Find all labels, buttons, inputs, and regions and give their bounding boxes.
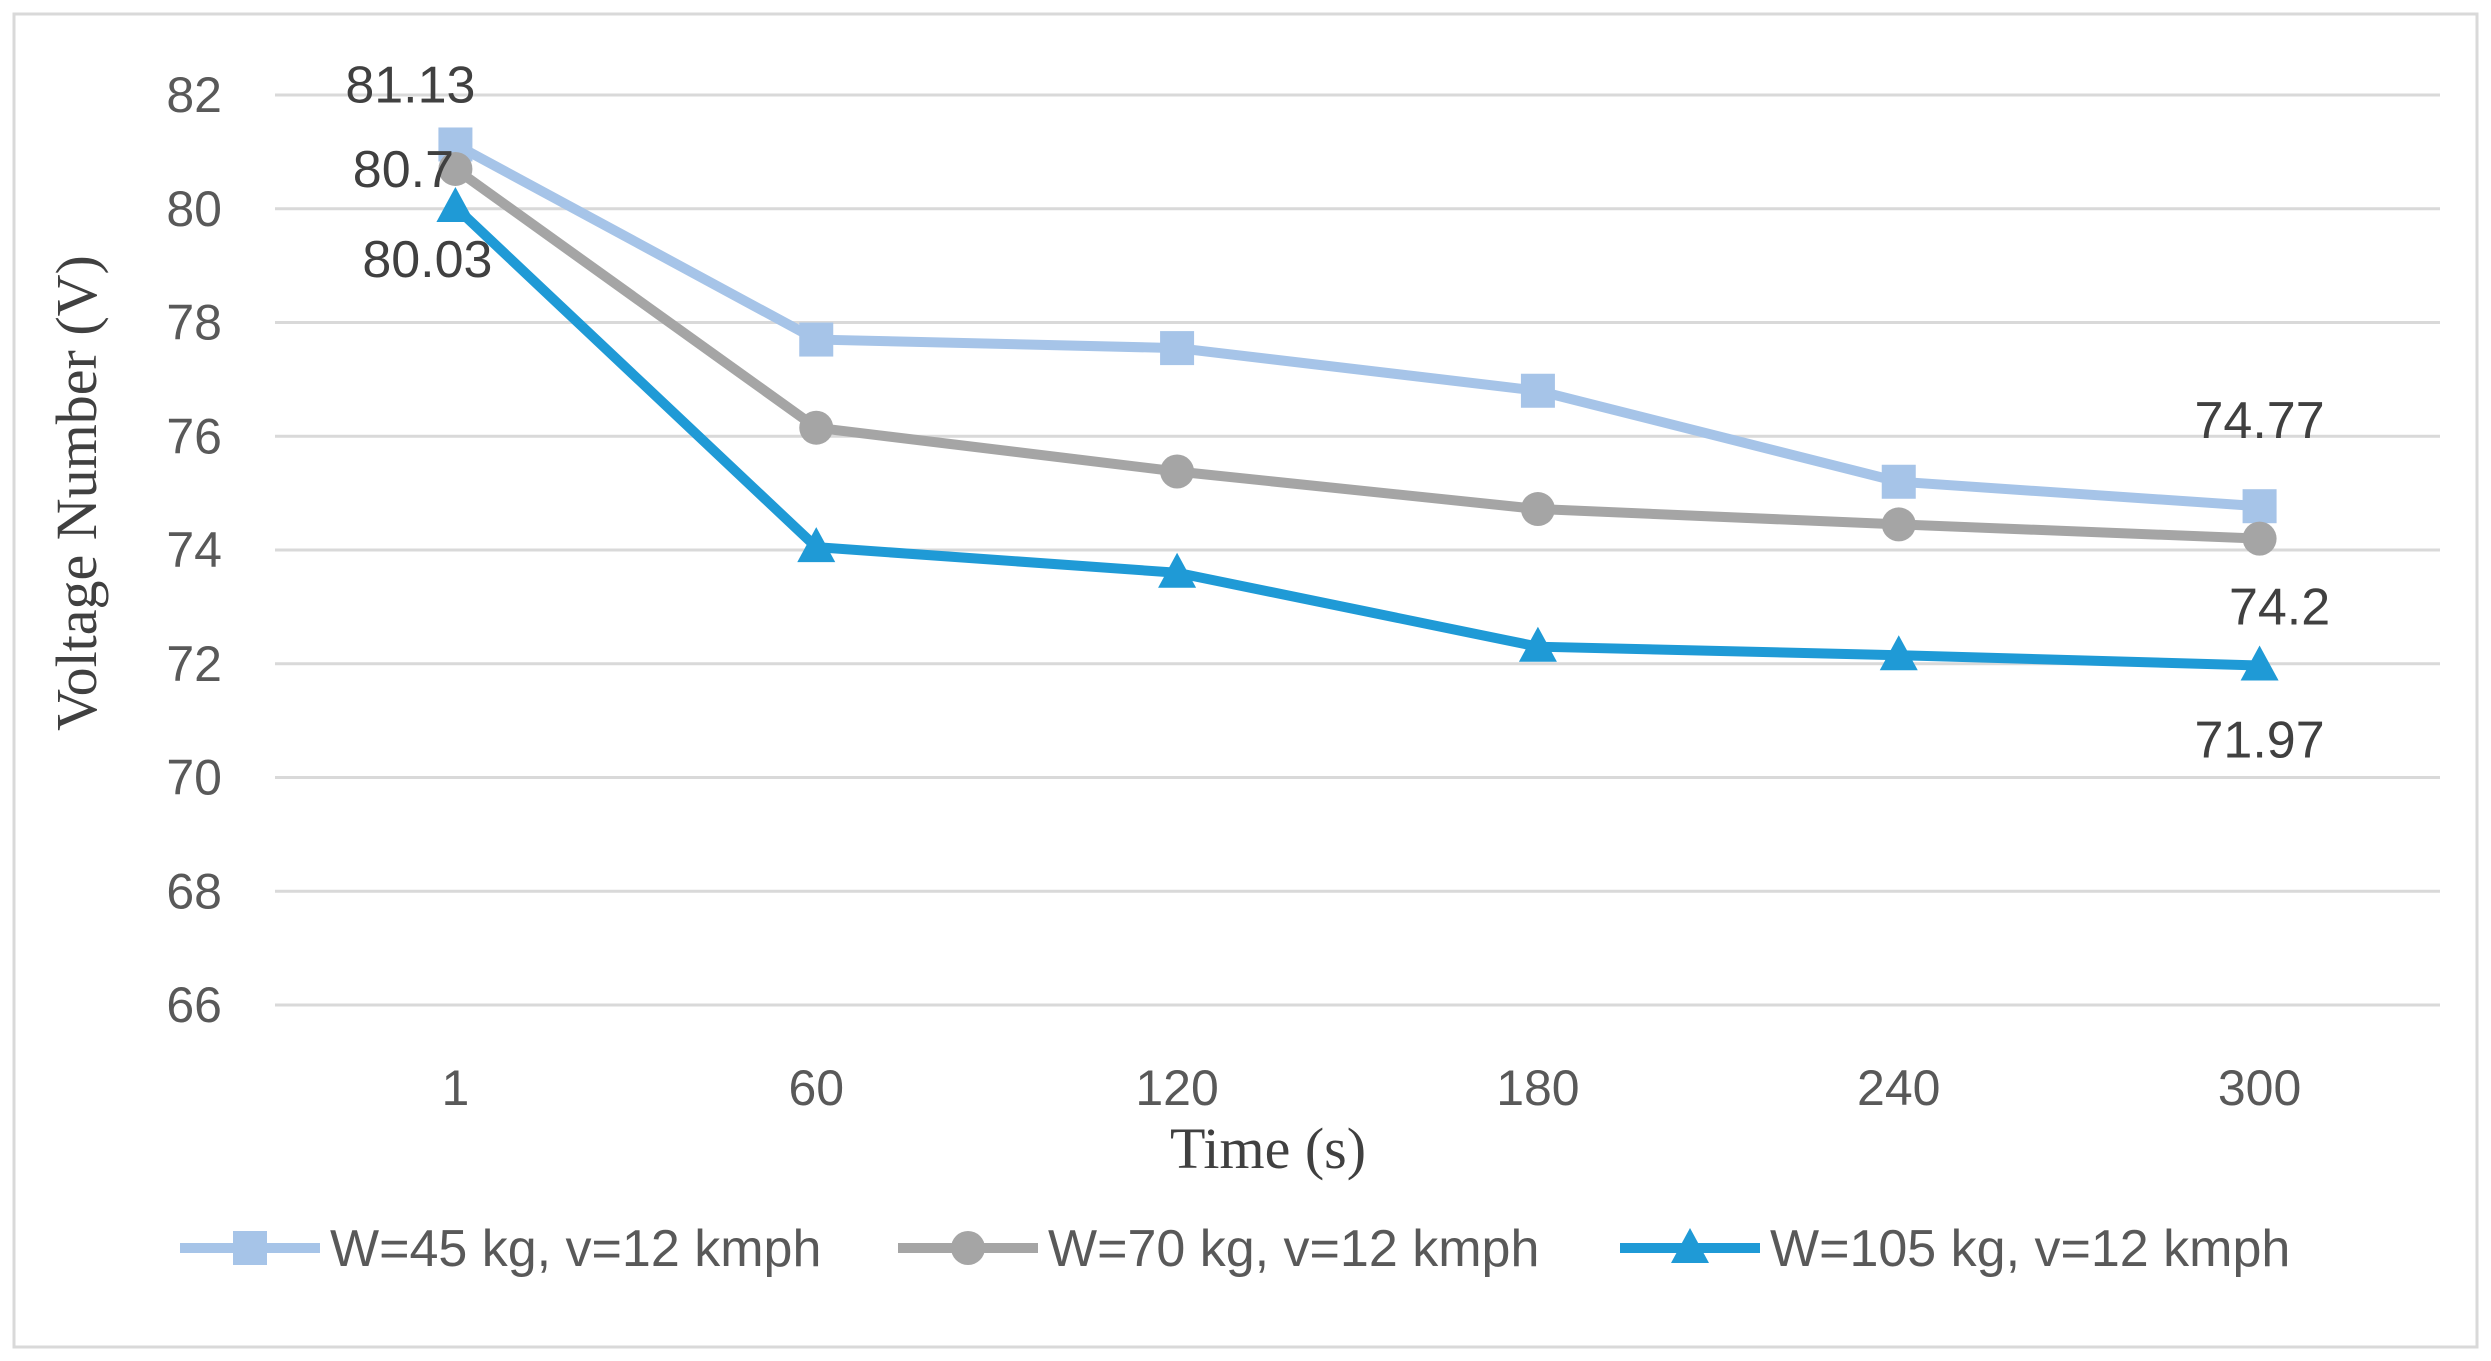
legend-label: W=45 kg, v=12 kmph: [330, 1220, 821, 1278]
series-line: [450, 163, 2265, 544]
legend-entry: W=45 kg, v=12 kmph: [180, 1220, 821, 1278]
y-tick-label: 68: [166, 863, 222, 919]
y-axis-ticks: 66 68 70 72 74 76 78 80 82: [166, 67, 222, 1033]
y-tick-label: 72: [166, 636, 222, 692]
series-1: [438, 127, 2277, 524]
data-point: [2240, 645, 2279, 681]
series-line: [450, 202, 2265, 671]
chart-border: [12, 12, 2479, 1349]
data-point: [1881, 464, 1916, 499]
x-tick-label: 240: [1857, 1060, 1940, 1116]
y-tick-label: 74: [166, 522, 222, 578]
y-tick-label: 70: [166, 750, 222, 806]
data-label: 80.7: [353, 141, 454, 199]
data-label: 74.2: [2229, 579, 2330, 637]
data-point: [438, 151, 473, 186]
legend-entry: W=105 kg, v=12 kmph: [1620, 1220, 2290, 1278]
y-tick-label: 82: [166, 67, 222, 123]
x-tick-label: 1: [442, 1060, 470, 1116]
data-point: [799, 322, 834, 357]
data-point: [2242, 489, 2277, 524]
x-tick-label: 180: [1496, 1060, 1579, 1116]
legend-marker: [1671, 1228, 1709, 1263]
legend-label: W=105 kg, v=12 kmph: [1770, 1220, 2290, 1278]
data-label: 71.97: [2195, 711, 2325, 769]
y-tick-label: 80: [166, 181, 222, 237]
y-tick-label: 66: [166, 977, 222, 1033]
data-label: 81.13: [345, 56, 475, 114]
series-group: [436, 127, 2279, 681]
series-3: [436, 187, 2279, 681]
legend-marker: [951, 1231, 985, 1265]
y-tick-label: 78: [166, 295, 222, 351]
data-label: 74.77: [2195, 392, 2325, 450]
legend-label: W=70 kg, v=12 kmph: [1048, 1220, 1539, 1278]
data-point: [1518, 626, 1557, 662]
y-tick-label: 76: [166, 408, 222, 464]
data-labels: 81.13 74.77 80.7 74.2 80.03 71.97: [345, 56, 2330, 769]
data-point: [799, 410, 834, 445]
data-point: [1881, 507, 1916, 542]
data-point: [1160, 454, 1195, 489]
legend-marker: [233, 1231, 267, 1265]
data-point: [1879, 635, 1918, 671]
series-2: [438, 151, 2277, 556]
x-axis-ticks: 1 60 120 180 240 300: [442, 1060, 2302, 1116]
data-point: [1520, 373, 1555, 408]
data-point: [436, 187, 475, 223]
data-point: [797, 527, 836, 563]
x-tick-label: 300: [2218, 1060, 2301, 1116]
gridlines: [275, 93, 2440, 1007]
data-point: [1160, 331, 1195, 366]
legend: W=45 kg, v=12 kmph W=70 kg, v=12 kmph W=10…: [180, 1220, 2290, 1278]
x-tick-label: 60: [788, 1060, 844, 1116]
data-point: [1158, 552, 1197, 588]
data-point: [2242, 521, 2277, 556]
x-axis-title: Time (s): [1170, 1116, 1366, 1181]
data-point: [1520, 492, 1555, 527]
series-line: [450, 139, 2265, 512]
y-axis-title: Voltage Number (V): [44, 255, 109, 731]
legend-entry: W=70 kg, v=12 kmph: [898, 1220, 1539, 1278]
x-tick-label: 120: [1135, 1060, 1218, 1116]
data-label: 80.03: [362, 231, 492, 289]
